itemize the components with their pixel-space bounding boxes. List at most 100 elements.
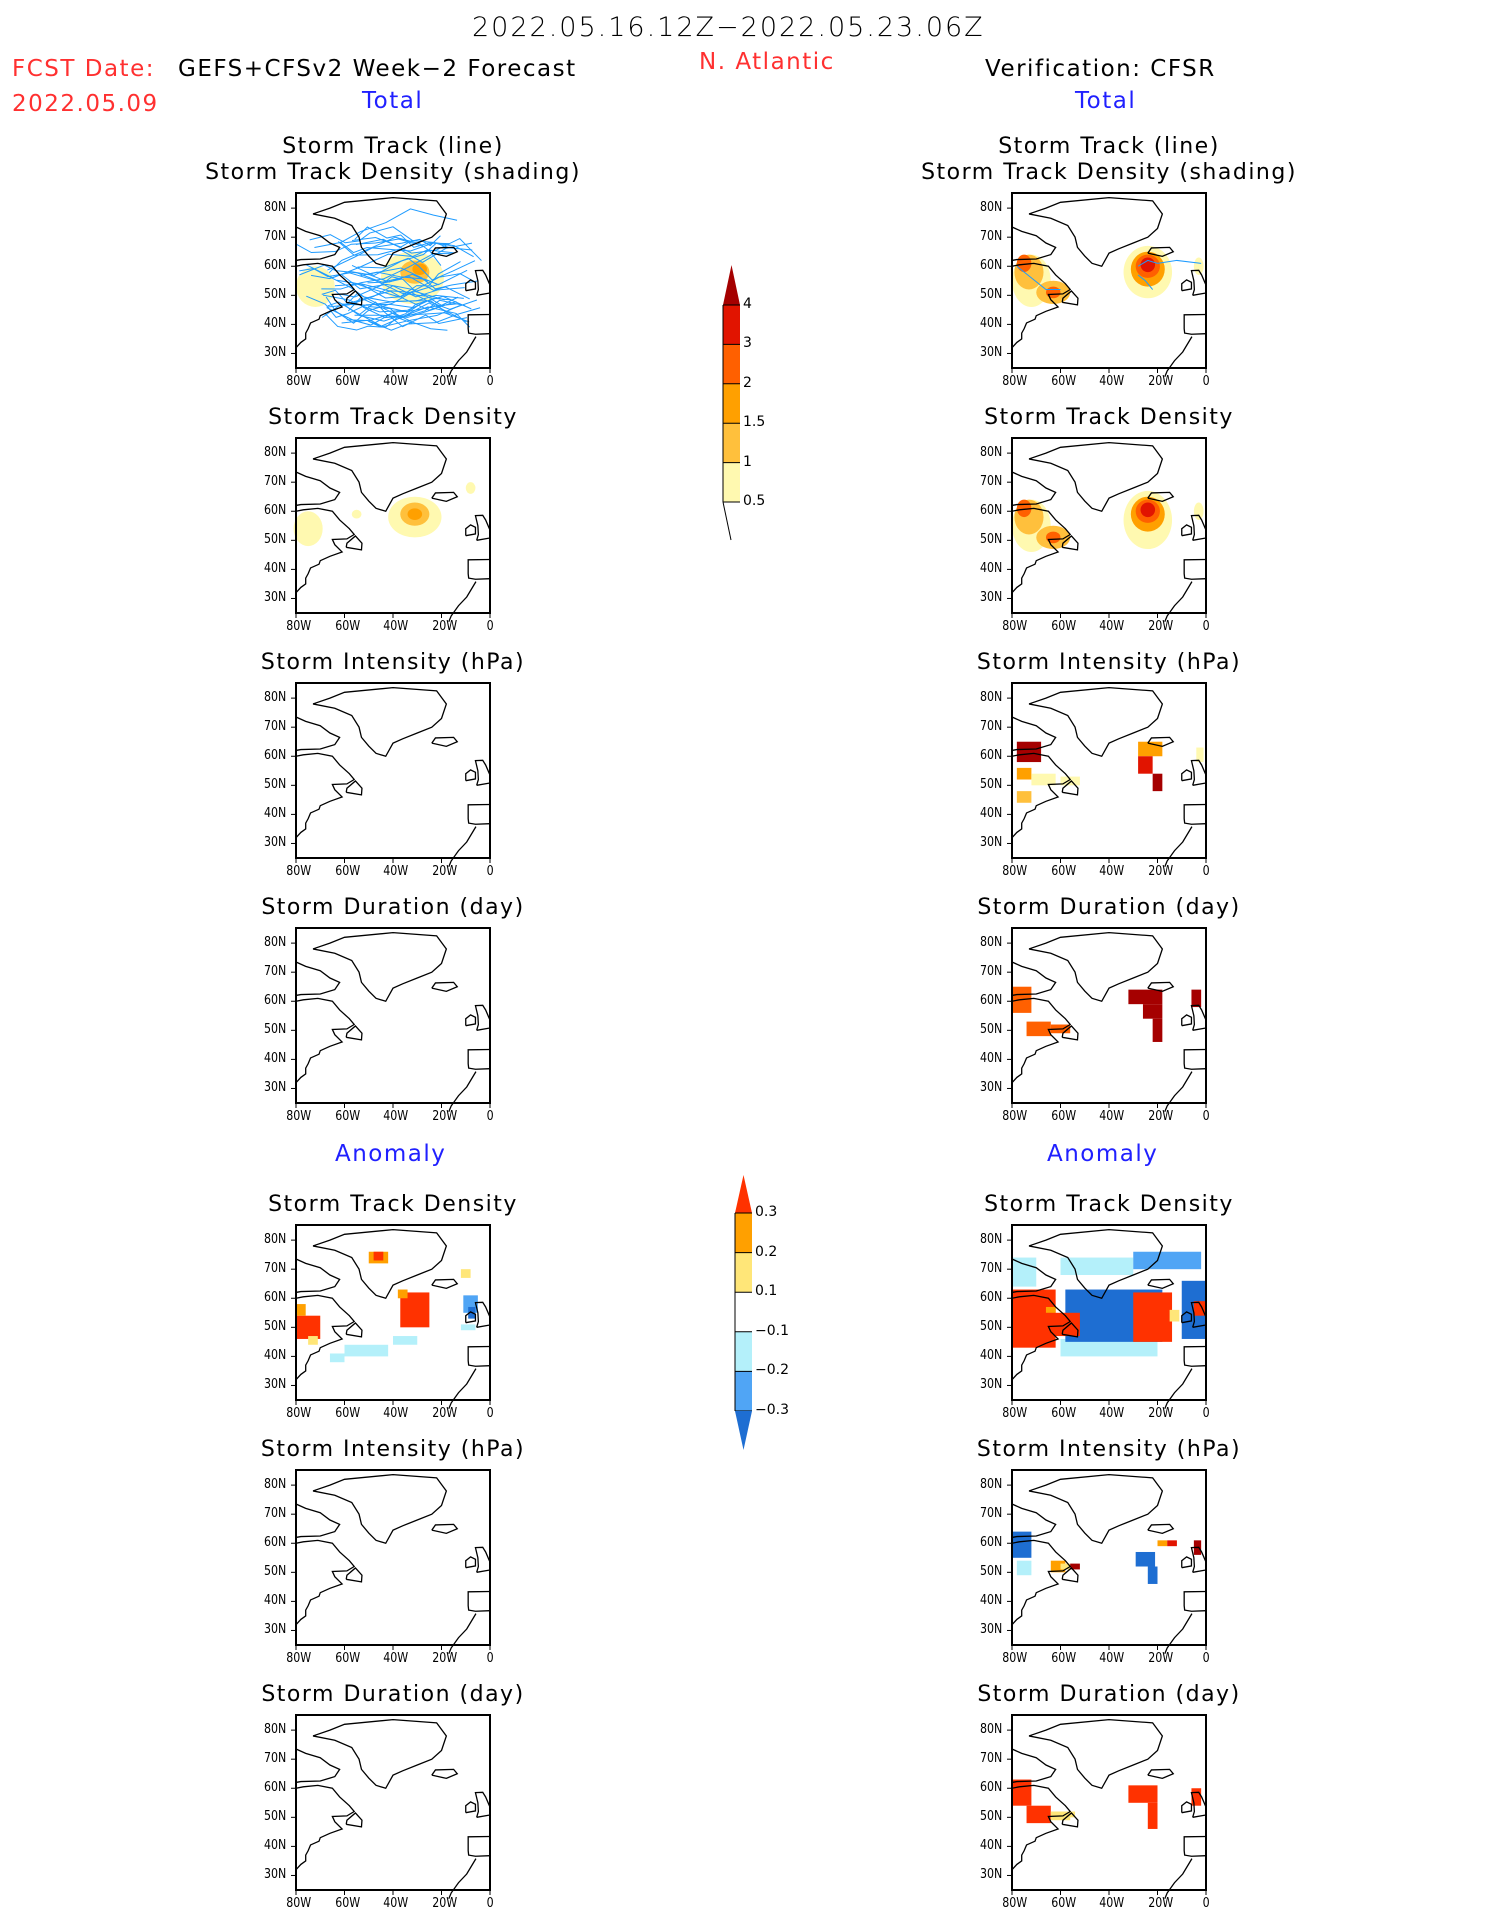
storm-track-line [1016,265,1061,291]
grid-cell-shading [1050,1560,1066,1573]
lon-tick-label: 60W [1050,864,1076,879]
lat-tick-label: 60N [263,1290,287,1306]
panel-title: Storm Intensity (hPa) [976,1437,1242,1462]
lon-tick-label: 20W [431,1896,457,1911]
coastline [431,1768,459,1780]
colorbar-label: 1.5 [743,414,766,431]
panel-title: Storm Duration (day) [261,895,525,920]
grid-cell-shading [1133,1251,1202,1270]
map-plot [1007,192,1207,377]
grid-cell-shading [1142,1004,1163,1019]
colorbar-label: −0.2 [755,1362,789,1379]
map-frame [295,682,491,859]
colorbar-label: 3 [743,335,752,352]
lat-tick-label: 70N [979,1261,1003,1277]
coastline [1164,1071,1193,1112]
map-plot [1007,1469,1207,1654]
coastline [1164,826,1193,867]
lat-tick-label: 70N [979,719,1003,735]
panel-title: Storm Intensity (hPa) [260,1437,526,1462]
lat-tick-label: 50N [979,777,1003,793]
coastline [1190,759,1207,786]
coastline [1164,336,1193,377]
panel-title: Storm Track Density [268,405,518,430]
panel-title: Storm Track Density (shading) [205,160,581,185]
storm-track-line [295,238,425,254]
panel-title: Storm Track Density [268,1192,518,1217]
panel-title: Storm Duration (day) [977,1682,1241,1707]
grid-cell-shading [1016,741,1042,763]
coastline [295,262,356,349]
lat-tick-label: 30N [263,1377,287,1393]
coastline [1147,246,1175,258]
coastline [1183,803,1207,825]
lat-tick-label: 30N [979,1622,1003,1638]
colorbar-label: 0.5 [743,493,766,509]
lat-tick-label: 30N [979,1080,1003,1096]
coastline [1181,279,1193,292]
lon-tick-label: 0 [486,1109,494,1124]
coastline [1061,1567,1079,1583]
map-plot [291,682,491,867]
storm-track-line [327,235,441,271]
lat-tick-label: 70N [263,1751,287,1767]
coastline [465,1556,477,1569]
storm-track-line [324,313,413,331]
map-frame [295,1224,491,1401]
map-plot [1007,927,1207,1112]
lon-tick-label: 40W [383,1651,409,1666]
lon-tick-label: 60W [1050,1651,1076,1666]
lon-tick-label: 80W [1002,1406,1028,1421]
colorbar-extension [735,1411,752,1450]
grid-cell-shading [1128,989,1163,1005]
coastline [1147,736,1175,748]
coastline [431,736,459,748]
lat-tick-label: 80N [979,200,1003,216]
colorbar-label: 2 [743,374,752,391]
density-shading [1140,257,1156,273]
lat-tick-label: 30N [979,590,1003,606]
grid-cell-shading [1012,1257,1037,1287]
grid-cell-shading [1147,1802,1158,1829]
coastline [1061,1322,1079,1338]
panel-title: Storm Track Density [984,405,1234,430]
lon-tick-label: 80W [286,1406,312,1421]
colorbar-label: 0.3 [755,1204,778,1220]
colorbar-segment [723,305,740,345]
coastline [1147,1523,1175,1535]
grid-cell-shading [1070,1563,1080,1570]
lat-tick-label: 30N [263,1622,287,1638]
lat-tick-label: 80N [979,445,1003,461]
density-shading [407,508,423,520]
coastline [465,279,477,292]
map-frame [295,1469,491,1646]
map-plot [1007,1714,1207,1899]
coastline [345,535,363,551]
lon-tick-label: 60W [1050,619,1076,634]
lon-tick-label: 20W [431,619,457,634]
colorbar-extension [723,265,740,305]
coastline [1183,1590,1207,1612]
lat-tick-label: 30N [979,835,1003,851]
lat-tick-label: 30N [263,1080,287,1096]
map-plot [291,1224,491,1409]
grid-cell-shading [397,1289,408,1299]
coastline [1028,196,1164,268]
map-plot [1007,437,1207,622]
panel-title: Storm Track Density [984,1192,1234,1217]
lat-tick-label: 80N [979,935,1003,951]
lat-tick-label: 40N [263,806,287,822]
coastline [312,931,448,1003]
coastline [1061,780,1079,796]
lon-tick-label: 20W [431,864,457,879]
lat-tick-label: 60N [979,258,1003,274]
grid-cell-shading [460,1324,476,1331]
lat-tick-label: 80N [263,1477,287,1493]
coastline [1181,524,1193,537]
grid-cell-shading [1191,1788,1202,1806]
lon-tick-label: 0 [486,619,494,634]
lon-tick-label: 40W [383,374,409,389]
grid-cell-shading [296,1315,321,1339]
lon-tick-label: 80W [286,1896,312,1911]
lon-tick-label: 40W [383,1896,409,1911]
